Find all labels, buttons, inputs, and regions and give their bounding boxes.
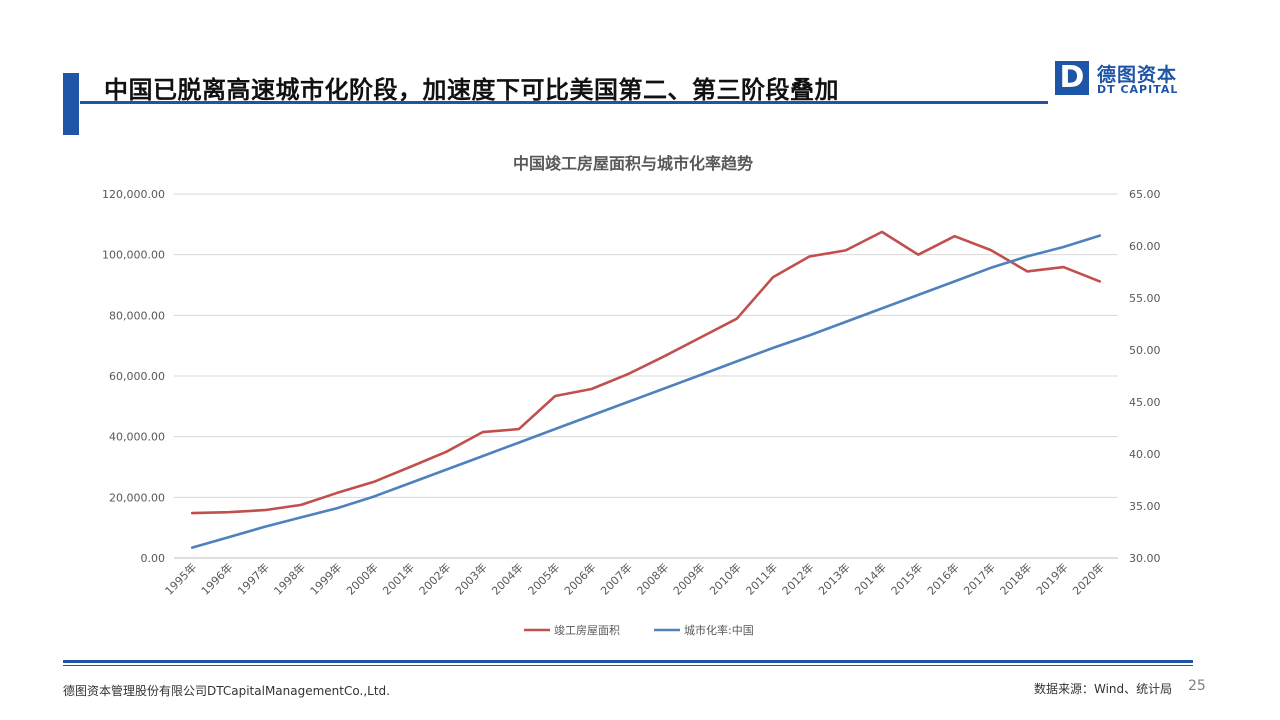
- x-tick-label: 1995年: [162, 560, 199, 597]
- x-tick-label: 2001年: [380, 560, 417, 597]
- x-tick-label: 2009年: [670, 560, 707, 597]
- left-tick-label: 120,000.00: [102, 188, 165, 201]
- left-tick-label: 100,000.00: [102, 249, 165, 262]
- x-tick-label: 2014年: [852, 560, 889, 597]
- right-axis-ticks: 30.00 35.00 40.00 45.00 50.00 55.00 60.00 65.00: [1129, 188, 1161, 565]
- company-logo: D 德图资本 DT CAPITAL: [1055, 60, 1185, 100]
- x-tick-label: 2000年: [343, 560, 380, 597]
- chart-title: 中国竣工房屋面积与城市化率趋势: [513, 154, 753, 173]
- gridlines: [174, 193, 1118, 559]
- title-accent-bar: [63, 73, 79, 135]
- right-tick-label: 45.00: [1129, 396, 1161, 409]
- series-line-1: [190, 230, 1102, 515]
- right-tick-label: 35.00: [1129, 500, 1161, 513]
- page-title: 中国已脱离高速城市化阶段，加速度下可比美国第二、第三阶段叠加: [104, 76, 839, 104]
- x-tick-label: 2004年: [489, 560, 526, 597]
- x-tick-label: 2008年: [634, 560, 671, 597]
- x-tick-label: 2006年: [561, 560, 598, 597]
- x-tick-label: 1998年: [271, 560, 308, 597]
- x-tick-label: 2015年: [888, 560, 925, 597]
- x-tick-label: 2005年: [525, 560, 562, 597]
- logo-mark-icon: D: [1055, 61, 1089, 95]
- series: [190, 230, 1102, 549]
- x-tick-label: 2013年: [815, 560, 852, 597]
- x-tick-label: 2016年: [924, 560, 961, 597]
- x-tick-label: 2019年: [1033, 560, 1070, 597]
- right-tick-label: 55.00: [1129, 292, 1161, 305]
- x-tick-label: 2010年: [706, 560, 743, 597]
- title-underline: [80, 101, 1048, 104]
- logo-name-en: DT CAPITAL: [1097, 83, 1179, 96]
- right-tick-label: 30.00: [1129, 552, 1161, 565]
- left-tick-label: 60,000.00: [109, 370, 165, 383]
- x-axis-ticks: 1995年 1996年 1997年 1998年 1999年 2000年 2001年 2002年…: [162, 560, 1107, 597]
- data-source: 数据来源：Wind、统计局: [1034, 682, 1173, 696]
- x-tick-label: 2018年: [997, 560, 1034, 597]
- x-tick-label: 2017年: [961, 560, 998, 597]
- logo-name-cn: 德图资本: [1097, 64, 1178, 86]
- right-tick-label: 60.00: [1129, 240, 1161, 253]
- left-tick-label: 20,000.00: [109, 491, 165, 504]
- legend-label-1: 竣工房屋面积: [554, 623, 620, 637]
- x-tick-label: 2012年: [779, 560, 816, 597]
- right-tick-label: 65.00: [1129, 188, 1161, 201]
- footer-rule: [63, 660, 1193, 663]
- left-tick-label: 0.00: [141, 552, 166, 565]
- left-tick-label: 80,000.00: [109, 309, 165, 322]
- left-tick-label: 40,000.00: [109, 431, 165, 444]
- x-tick-label: 2002年: [416, 560, 453, 597]
- footer-rule-thin: [63, 665, 1193, 666]
- series-line-2: [190, 234, 1102, 549]
- x-tick-label: 1999年: [307, 560, 344, 597]
- page-number: 25: [1188, 678, 1206, 694]
- chart: 中国竣工房屋面积与城市化率趋势 0.00 20,000.00 40,000.00 60…: [102, 154, 1161, 637]
- right-tick-label: 40.00: [1129, 448, 1161, 461]
- x-tick-label: 2020年: [1069, 560, 1106, 597]
- legend-label-2: 城市化率:中国: [684, 623, 754, 637]
- legend: 竣工房屋面积 城市化率:中国: [524, 623, 754, 637]
- x-tick-label: 2007年: [597, 560, 634, 597]
- x-tick-label: 2011年: [743, 560, 780, 597]
- x-tick-label: 1997年: [234, 560, 271, 597]
- x-tick-label: 2003年: [452, 560, 489, 597]
- footer-company: 德图资本管理股份有限公司DTCapitalManagementCo.,Ltd.: [63, 684, 390, 698]
- left-axis-ticks: 0.00 20,000.00 40,000.00 60,000.00 80,000.00…: [102, 188, 165, 565]
- right-tick-label: 50.00: [1129, 344, 1161, 357]
- x-tick-label: 1996年: [198, 560, 235, 597]
